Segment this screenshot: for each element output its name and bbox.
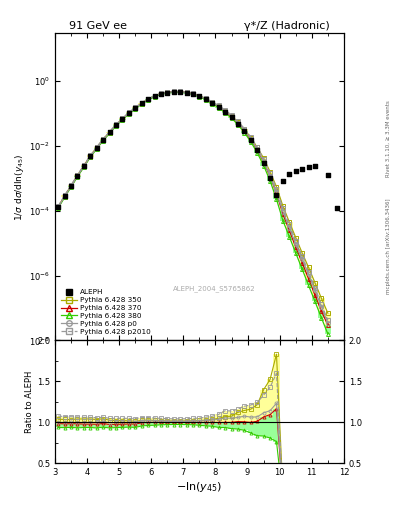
ALEPH: [248, 136, 254, 144]
ALEPH: [196, 92, 203, 100]
ALEPH: [267, 174, 273, 182]
ALEPH: [55, 203, 61, 211]
ALEPH: [126, 109, 132, 117]
ALEPH: [334, 204, 341, 212]
ALEPH: [261, 159, 267, 167]
ALEPH: [299, 165, 305, 174]
ALEPH: [274, 191, 280, 200]
Legend: ALEPH, Pythia 6.428 350, Pythia 6.428 370, Pythia 6.428 380, Pythia 6.428 p0, Py: ALEPH, Pythia 6.428 350, Pythia 6.428 37…: [59, 287, 152, 337]
ALEPH: [203, 95, 209, 103]
ALEPH: [151, 92, 158, 100]
ALEPH: [241, 127, 248, 135]
X-axis label: $-\ln(y_{45})$: $-\ln(y_{45})$: [176, 480, 222, 494]
Text: ALEPH_2004_S5765862: ALEPH_2004_S5765862: [173, 285, 255, 292]
Text: γ*/Z (Hadronic): γ*/Z (Hadronic): [244, 21, 329, 31]
ALEPH: [254, 146, 261, 154]
ALEPH: [286, 170, 292, 178]
ALEPH: [312, 162, 318, 170]
ALEPH: [107, 128, 113, 136]
ALEPH: [94, 144, 100, 152]
ALEPH: [325, 170, 331, 179]
ALEPH: [228, 113, 235, 121]
ALEPH: [184, 89, 190, 97]
ALEPH: [139, 99, 145, 108]
ALEPH: [164, 89, 171, 97]
Y-axis label: 1/$\sigma$ d$\sigma$/dln($y_{45}$): 1/$\sigma$ d$\sigma$/dln($y_{45}$): [13, 153, 26, 221]
Text: mcplots.cern.ch [arXiv:1306.3436]: mcplots.cern.ch [arXiv:1306.3436]: [386, 198, 391, 293]
Y-axis label: Ratio to ALEPH: Ratio to ALEPH: [25, 371, 34, 433]
ALEPH: [119, 115, 126, 123]
ALEPH: [177, 88, 184, 96]
ALEPH: [292, 167, 299, 176]
ALEPH: [190, 90, 196, 98]
ALEPH: [145, 95, 151, 103]
ALEPH: [171, 88, 177, 96]
ALEPH: [100, 136, 107, 144]
Text: 91 GeV ee: 91 GeV ee: [70, 21, 127, 31]
ALEPH: [280, 177, 286, 185]
ALEPH: [305, 163, 312, 172]
ALEPH: [215, 103, 222, 111]
ALEPH: [68, 182, 74, 190]
ALEPH: [132, 104, 138, 112]
ALEPH: [209, 99, 215, 107]
ALEPH: [74, 172, 81, 180]
Text: Rivet 3.1.10, ≥ 3.3M events: Rivet 3.1.10, ≥ 3.3M events: [386, 100, 391, 177]
ALEPH: [87, 152, 94, 160]
ALEPH: [113, 121, 119, 129]
ALEPH: [158, 90, 164, 98]
ALEPH: [235, 119, 241, 127]
ALEPH: [222, 108, 228, 116]
ALEPH: [81, 162, 87, 170]
ALEPH: [61, 192, 68, 200]
